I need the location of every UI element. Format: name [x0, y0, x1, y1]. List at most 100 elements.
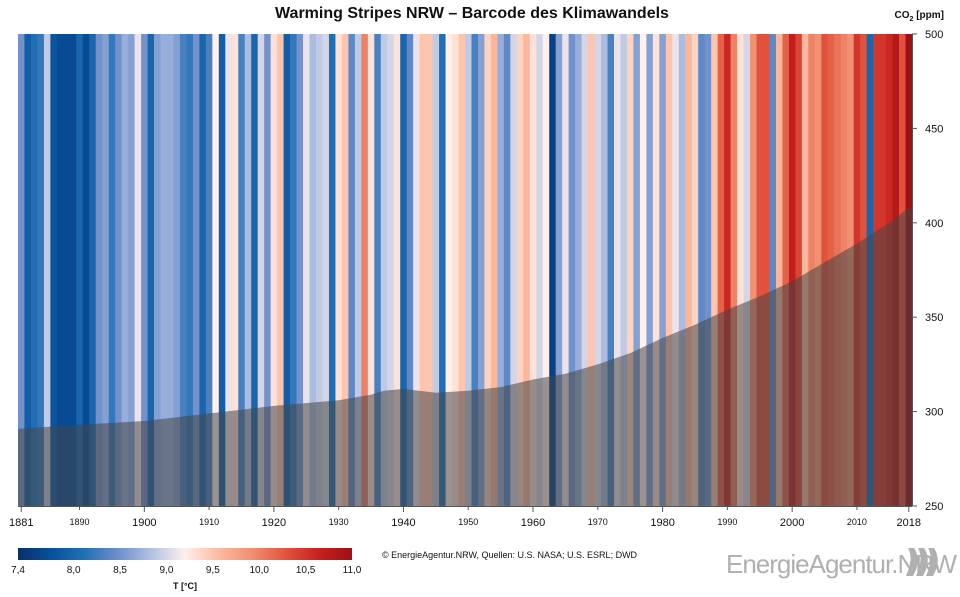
- temperature-stripe: [672, 34, 680, 506]
- temperature-stripe: [251, 34, 259, 506]
- co2-label-main: CO: [894, 10, 910, 21]
- temperature-stripe: [775, 34, 783, 506]
- temperature-stripe: [465, 34, 472, 506]
- legend-tick-label: 10,5: [296, 565, 316, 576]
- x-tick-label: 1910: [199, 517, 219, 527]
- temperature-stripe: [426, 34, 433, 506]
- co2-tick-label: 500: [925, 29, 943, 41]
- temperature-stripe: [322, 34, 330, 506]
- temperature-stripe: [95, 34, 103, 506]
- temperature-stripe: [432, 34, 440, 506]
- temperature-stripe: [477, 34, 485, 506]
- co2-area: [18, 207, 912, 506]
- temperature-stripe: [24, 34, 32, 506]
- temperature-stripe: [756, 34, 764, 506]
- legend-tick-label: 9,0: [159, 565, 173, 576]
- temperature-stripe: [225, 34, 233, 506]
- temperature-stripe: [128, 34, 135, 506]
- temperature-stripe: [484, 34, 492, 506]
- temperature-stripe: [568, 34, 576, 506]
- temperature-stripe: [186, 34, 194, 506]
- temperature-stripe: [37, 34, 45, 506]
- x-tick-label: 1960: [521, 517, 545, 529]
- temperature-stripe: [639, 34, 647, 506]
- temperature-stripe: [413, 34, 420, 506]
- temperature-stripe: [303, 34, 310, 506]
- temperature-stripe: [439, 34, 446, 506]
- temperature-stripe: [503, 34, 511, 506]
- warming-stripes-chart: 1881 1900 1920 1940 1960 1980 2000 2018 1890 1910…: [9, 29, 943, 529]
- x-tick-label: 1940: [391, 517, 415, 529]
- co2-tick-label: 450: [925, 123, 943, 135]
- temperature-stripe: [704, 34, 712, 506]
- temperature-stripe: [257, 34, 265, 506]
- temperature-stripe: [452, 34, 459, 506]
- x-tick-label: 1900: [132, 517, 156, 529]
- temperature-stripe: [30, 34, 38, 506]
- x-tick-label: 2018: [897, 517, 921, 529]
- legend-tick-label: 11,0: [343, 565, 362, 576]
- temperature-stripe: [698, 34, 706, 506]
- temperature-color-legend: 7,4 8,0 8,5 9,0 9,5 10,0 10,5 11,0 T [°C]: [11, 548, 362, 591]
- legend-tick-label: 8,0: [67, 565, 81, 576]
- x-tick-label: 1990: [717, 517, 737, 527]
- temperature-stripe: [82, 34, 90, 506]
- co2-label-sub: 2: [909, 16, 914, 23]
- temperature-stripe: [348, 34, 356, 506]
- temperature-stripe: [361, 34, 369, 506]
- co2-tick-label: 350: [925, 312, 943, 324]
- temperature-stripe: [283, 34, 291, 506]
- x-tick-label: 1950: [458, 517, 478, 527]
- x-tick-label: 1930: [329, 517, 349, 527]
- temperature-stripe: [115, 34, 122, 506]
- temperature-stripe: [445, 34, 453, 506]
- temperature-stripe: [393, 34, 401, 506]
- temperature-stripe: [516, 34, 524, 506]
- temperature-stripe: [471, 34, 479, 506]
- temperature-stripe: [154, 34, 161, 506]
- temperature-stripe: [179, 34, 187, 506]
- x-tick-label: 1890: [70, 517, 90, 527]
- source-credit: © EnergieAgentur.NRW, Quellen: U.S. NASA…: [382, 550, 638, 560]
- temperature-stripe: [750, 34, 757, 506]
- legend-color-bar: [18, 548, 352, 560]
- co2-tick-label: 300: [925, 407, 943, 419]
- logo-mark-icon: [906, 548, 938, 576]
- temperature-stripe: [724, 34, 731, 506]
- temperature-stripe: [147, 34, 155, 506]
- temperature-stripe: [238, 34, 246, 506]
- temperature-stripe: [626, 34, 634, 506]
- temperature-stripe: [529, 34, 537, 506]
- temperature-stripe: [121, 34, 129, 506]
- legend-tick-label: 9,5: [206, 565, 220, 576]
- temperature-stripe: [614, 34, 621, 506]
- temperature-stripe: [685, 34, 693, 506]
- temperature-stripe: [510, 34, 518, 506]
- temperature-stripe: [199, 34, 207, 506]
- temperature-stripe: [296, 34, 304, 506]
- temperature-stripe: [536, 34, 544, 506]
- temperature-stripe: [50, 34, 58, 506]
- temperature-stripe: [419, 34, 427, 506]
- temperature-stripe: [160, 34, 168, 506]
- temperature-stripe: [387, 34, 395, 506]
- temperature-stripe: [490, 34, 498, 506]
- temperature-stripe: [646, 34, 654, 506]
- temperature-stripe: [309, 34, 317, 506]
- temperature-stripe: [63, 34, 71, 506]
- temperature-stripe: [730, 34, 738, 506]
- x-tick-label: 1881: [9, 517, 33, 529]
- temperature-stripe: [788, 34, 796, 506]
- temperature-stripe: [328, 34, 336, 506]
- temperature-stripe: [542, 34, 550, 506]
- temperature-stripe: [270, 34, 278, 506]
- temperature-stripe: [588, 34, 595, 506]
- x-tick-label: 1980: [650, 517, 674, 529]
- x-tick-label: 2010: [847, 517, 867, 527]
- temperature-stripe: [575, 34, 582, 506]
- temperature-stripe: [374, 34, 382, 506]
- x-tick-label: 2000: [780, 517, 804, 529]
- temperature-stripe: [562, 34, 569, 506]
- temperature-stripe: [601, 34, 608, 506]
- legend-tick-label: 10,0: [249, 565, 269, 576]
